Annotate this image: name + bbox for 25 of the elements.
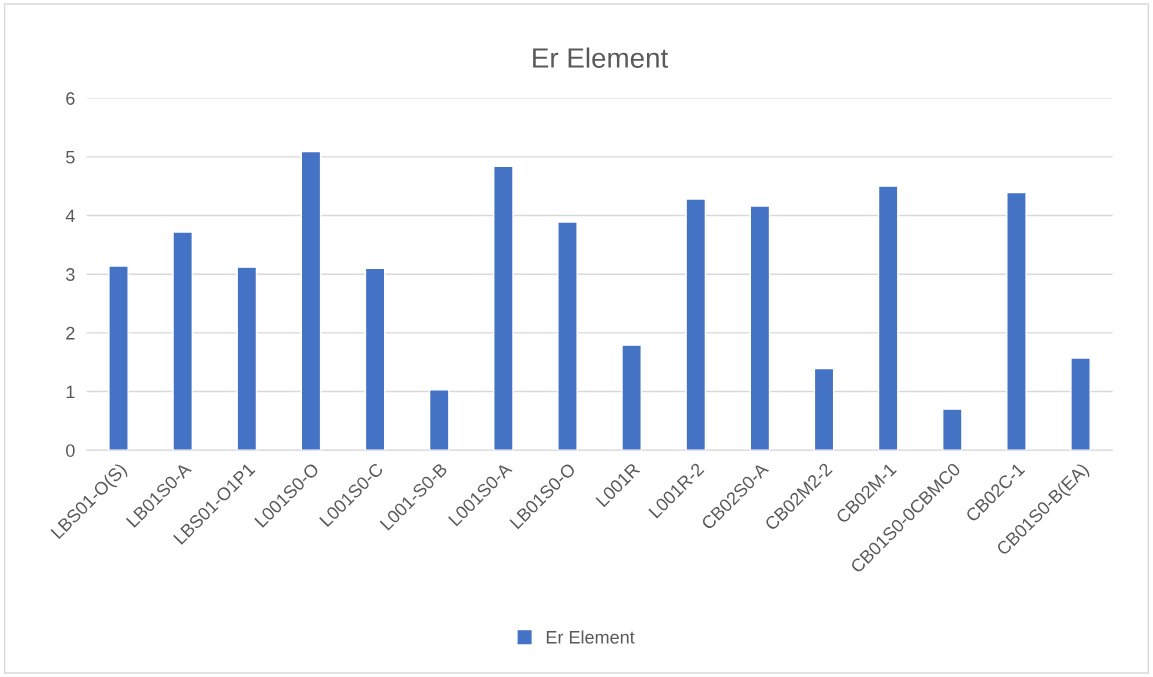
bar <box>364 267 386 451</box>
bar <box>877 185 899 451</box>
bar <box>300 150 322 451</box>
bar <box>108 265 129 451</box>
bar <box>1070 357 1091 451</box>
bar <box>172 231 193 451</box>
bar <box>557 221 578 451</box>
bar <box>1006 191 1027 451</box>
bar <box>236 266 258 451</box>
y-tick-label: 6 <box>66 92 75 105</box>
bar <box>428 389 450 451</box>
y-tick-label: 5 <box>66 150 75 164</box>
bar <box>685 198 707 451</box>
y-tick-label: 4 <box>65 209 75 223</box>
y-tick-label: 2 <box>66 326 75 340</box>
bar <box>941 408 963 451</box>
bar <box>813 367 835 451</box>
y-tick-label: 0 <box>66 444 75 457</box>
bar <box>749 205 771 451</box>
legend-label: Er Element <box>546 630 635 644</box>
y-tick-label: 1 <box>66 385 75 399</box>
bar <box>621 344 642 451</box>
bar <box>493 165 514 451</box>
chart-title: Er Element <box>533 47 669 68</box>
y-tick-label: 3 <box>66 268 75 281</box>
